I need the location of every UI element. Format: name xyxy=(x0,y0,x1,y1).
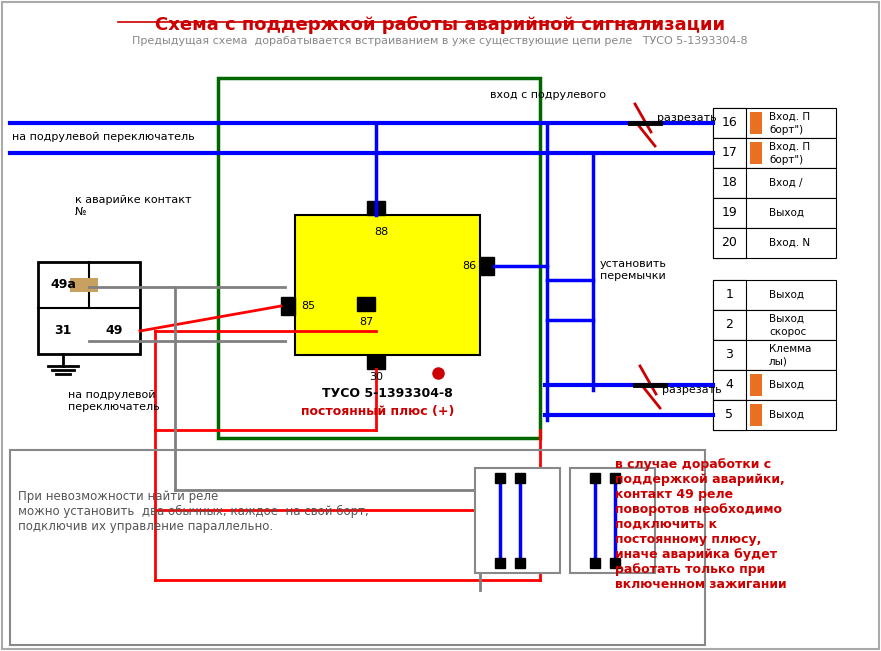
Text: Выход: Выход xyxy=(769,290,804,300)
Text: При невозможности найти реле
можно установить  два обычных, каждое  на свой борт: При невозможности найти реле можно устан… xyxy=(18,490,369,533)
Bar xyxy=(515,473,525,483)
Bar xyxy=(713,228,746,258)
Bar xyxy=(495,558,505,568)
Text: вход с подрулевого: вход с подрулевого xyxy=(490,90,606,100)
Bar xyxy=(713,370,746,400)
Bar xyxy=(713,168,836,198)
Text: 18: 18 xyxy=(722,176,737,189)
Text: Вход. П: Вход. П xyxy=(769,142,811,152)
Bar xyxy=(713,280,746,310)
Text: борт"): борт") xyxy=(769,154,803,165)
Text: 2: 2 xyxy=(726,318,734,331)
Bar xyxy=(480,257,494,275)
Text: 49a: 49a xyxy=(50,279,76,292)
Text: 1: 1 xyxy=(726,288,734,301)
Text: разрезать: разрезать xyxy=(657,113,716,123)
Bar xyxy=(713,310,746,340)
Bar xyxy=(713,280,836,310)
Text: 85: 85 xyxy=(301,301,315,311)
Text: 31: 31 xyxy=(55,324,71,337)
Bar xyxy=(70,278,98,292)
Bar xyxy=(750,374,762,396)
Text: 88: 88 xyxy=(374,227,389,237)
Text: Вход /: Вход / xyxy=(769,178,803,188)
Bar xyxy=(713,340,836,370)
Text: постоянный плюс (+): постоянный плюс (+) xyxy=(300,405,455,418)
Bar xyxy=(713,310,836,340)
Text: 17: 17 xyxy=(722,146,737,159)
Bar xyxy=(713,108,746,138)
Bar xyxy=(38,262,140,354)
Bar xyxy=(367,355,385,369)
Bar xyxy=(475,468,560,573)
Text: Клемма: Клемма xyxy=(769,344,811,354)
Bar xyxy=(713,400,836,430)
Bar xyxy=(713,108,836,138)
Text: 19: 19 xyxy=(722,206,737,219)
Text: лы): лы) xyxy=(769,357,788,367)
Bar xyxy=(495,473,505,483)
Bar xyxy=(357,297,375,311)
Text: Выход: Выход xyxy=(769,314,804,324)
Text: 4: 4 xyxy=(726,378,734,391)
Text: ТУСО 5-1393304-8: ТУСО 5-1393304-8 xyxy=(322,387,453,400)
Text: в случае доработки с
поддержкой аварийки,
контакт 49 реле
поворотов необходимо
п: в случае доработки с поддержкой аварийки… xyxy=(615,458,787,591)
Text: Выход: Выход xyxy=(769,380,804,390)
Bar xyxy=(10,450,705,645)
Text: 86: 86 xyxy=(462,261,476,271)
Text: 49: 49 xyxy=(106,324,122,337)
Bar xyxy=(610,473,620,483)
Bar xyxy=(367,201,385,215)
Bar xyxy=(590,473,600,483)
Bar xyxy=(218,78,540,438)
Bar xyxy=(590,558,600,568)
Text: к аварийке контакт
№: к аварийке контакт № xyxy=(75,195,191,217)
Text: Предыдущая схема  дорабатывается встраиванием в уже существующие цепи реле   ТУС: Предыдущая схема дорабатывается встраива… xyxy=(132,36,748,46)
Text: Выход: Выход xyxy=(769,410,804,420)
Text: 5: 5 xyxy=(725,408,734,421)
Bar xyxy=(713,228,836,258)
Bar xyxy=(713,138,746,168)
Bar xyxy=(750,112,762,134)
Text: борт"): борт") xyxy=(769,124,803,135)
Bar xyxy=(713,400,746,430)
Bar xyxy=(750,142,762,164)
Text: Вход. П: Вход. П xyxy=(769,112,811,122)
Bar xyxy=(713,370,836,400)
Bar xyxy=(750,404,762,426)
Text: на подрулевой переключатель: на подрулевой переключатель xyxy=(12,132,195,142)
Text: разрезать: разрезать xyxy=(662,385,722,395)
Text: Схема с поддержкой работы аварийной сигнализации: Схема с поддержкой работы аварийной сигн… xyxy=(155,16,725,34)
Text: установить
перемычки: установить перемычки xyxy=(600,259,667,281)
Bar xyxy=(295,215,480,355)
Bar xyxy=(610,558,620,568)
Text: 3: 3 xyxy=(726,348,734,361)
Text: на подрулевой
переключатель: на подрулевой переключатель xyxy=(68,390,159,411)
Text: 30: 30 xyxy=(369,372,383,382)
Bar xyxy=(713,198,836,228)
Text: 16: 16 xyxy=(722,117,737,130)
Text: 87: 87 xyxy=(359,317,374,327)
Text: Выход: Выход xyxy=(769,208,804,218)
Text: скорос: скорос xyxy=(769,327,806,337)
Text: Вход. N: Вход. N xyxy=(769,238,811,248)
Bar xyxy=(713,340,746,370)
Bar xyxy=(713,198,746,228)
Bar xyxy=(515,558,525,568)
Text: 20: 20 xyxy=(722,236,737,249)
Bar xyxy=(281,297,295,315)
Bar xyxy=(713,168,746,198)
Bar xyxy=(713,138,836,168)
Bar xyxy=(570,468,655,573)
